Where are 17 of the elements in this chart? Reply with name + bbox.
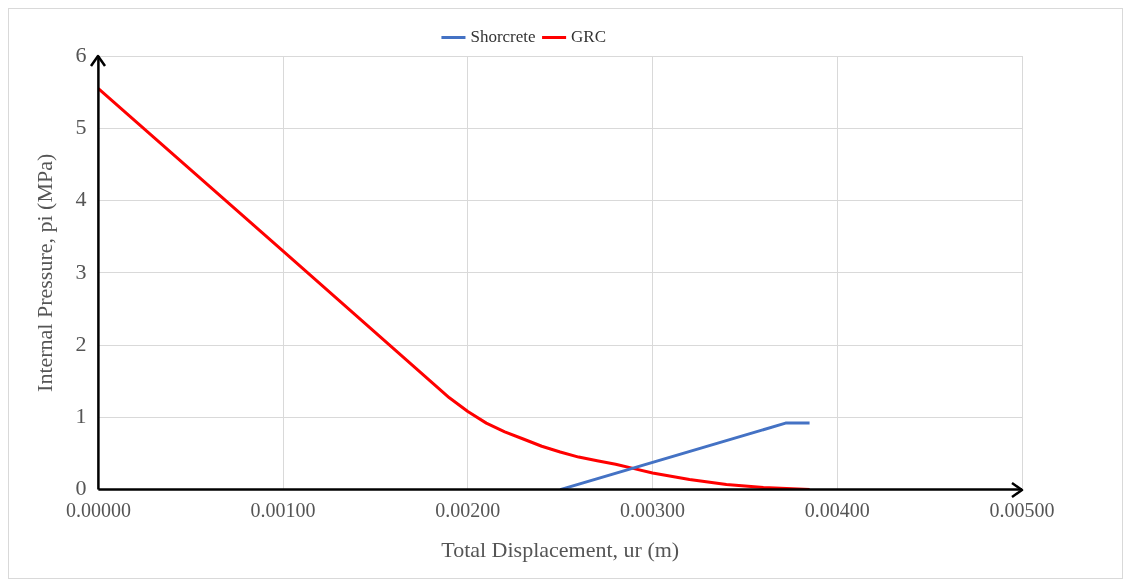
y-tick-label: 2 xyxy=(75,330,87,356)
y-tick-label: 4 xyxy=(75,186,87,212)
y-tick-label: 5 xyxy=(75,114,87,140)
x-tick-label: 0.00500 xyxy=(989,498,1055,521)
x-tick-label: 0.00100 xyxy=(250,498,316,521)
x-tick-label: 0.00200 xyxy=(435,498,501,521)
x-tick-label: 0.00400 xyxy=(804,498,870,521)
y-tick-label: 3 xyxy=(75,258,87,284)
legend-label: GRC xyxy=(571,26,607,46)
x-tick-label: 0.00000 xyxy=(65,498,131,521)
y-tick-label: 1 xyxy=(75,403,87,429)
y-tick-label: 0 xyxy=(75,475,87,501)
y-axis-title: Internal Pressure, pi (MPa) xyxy=(31,153,57,392)
x-axis-title: Total Displacement, ur (m) xyxy=(441,536,680,562)
legend-label: Shorcrete xyxy=(470,26,536,46)
y-tick-label: 6 xyxy=(75,41,87,67)
x-tick-label: 0.00300 xyxy=(620,498,686,521)
